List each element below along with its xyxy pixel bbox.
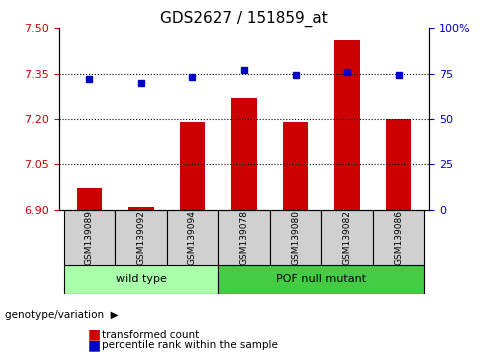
Text: POF null mutant: POF null mutant [276,274,366,284]
FancyBboxPatch shape [218,265,424,294]
FancyBboxPatch shape [270,210,321,265]
Text: wild type: wild type [116,274,166,284]
FancyBboxPatch shape [115,210,167,265]
FancyBboxPatch shape [64,265,218,294]
Text: ■: ■ [88,327,101,342]
FancyBboxPatch shape [167,210,218,265]
Text: GSM139082: GSM139082 [343,210,351,264]
Bar [334,40,360,210]
Bar [283,122,308,210]
Text: GSM139094: GSM139094 [188,210,197,264]
Text: GSM139078: GSM139078 [240,210,248,265]
Title: GDS2627 / 151859_at: GDS2627 / 151859_at [160,11,328,27]
FancyBboxPatch shape [321,210,373,265]
Text: GSM139080: GSM139080 [291,210,300,265]
Text: ■: ■ [88,338,101,352]
FancyBboxPatch shape [218,210,270,265]
Bar [77,188,102,210]
Bar [386,119,411,210]
Text: transformed count: transformed count [102,330,200,339]
Text: GSM139086: GSM139086 [394,210,403,265]
Bar [180,122,205,210]
Text: percentile rank within the sample: percentile rank within the sample [102,340,278,350]
Bar [128,207,154,210]
Text: genotype/variation  ▶: genotype/variation ▶ [5,310,119,320]
Text: GSM139092: GSM139092 [137,210,145,264]
Text: GSM139089: GSM139089 [85,210,94,265]
FancyBboxPatch shape [64,210,115,265]
FancyBboxPatch shape [373,210,424,265]
Bar [231,98,257,210]
